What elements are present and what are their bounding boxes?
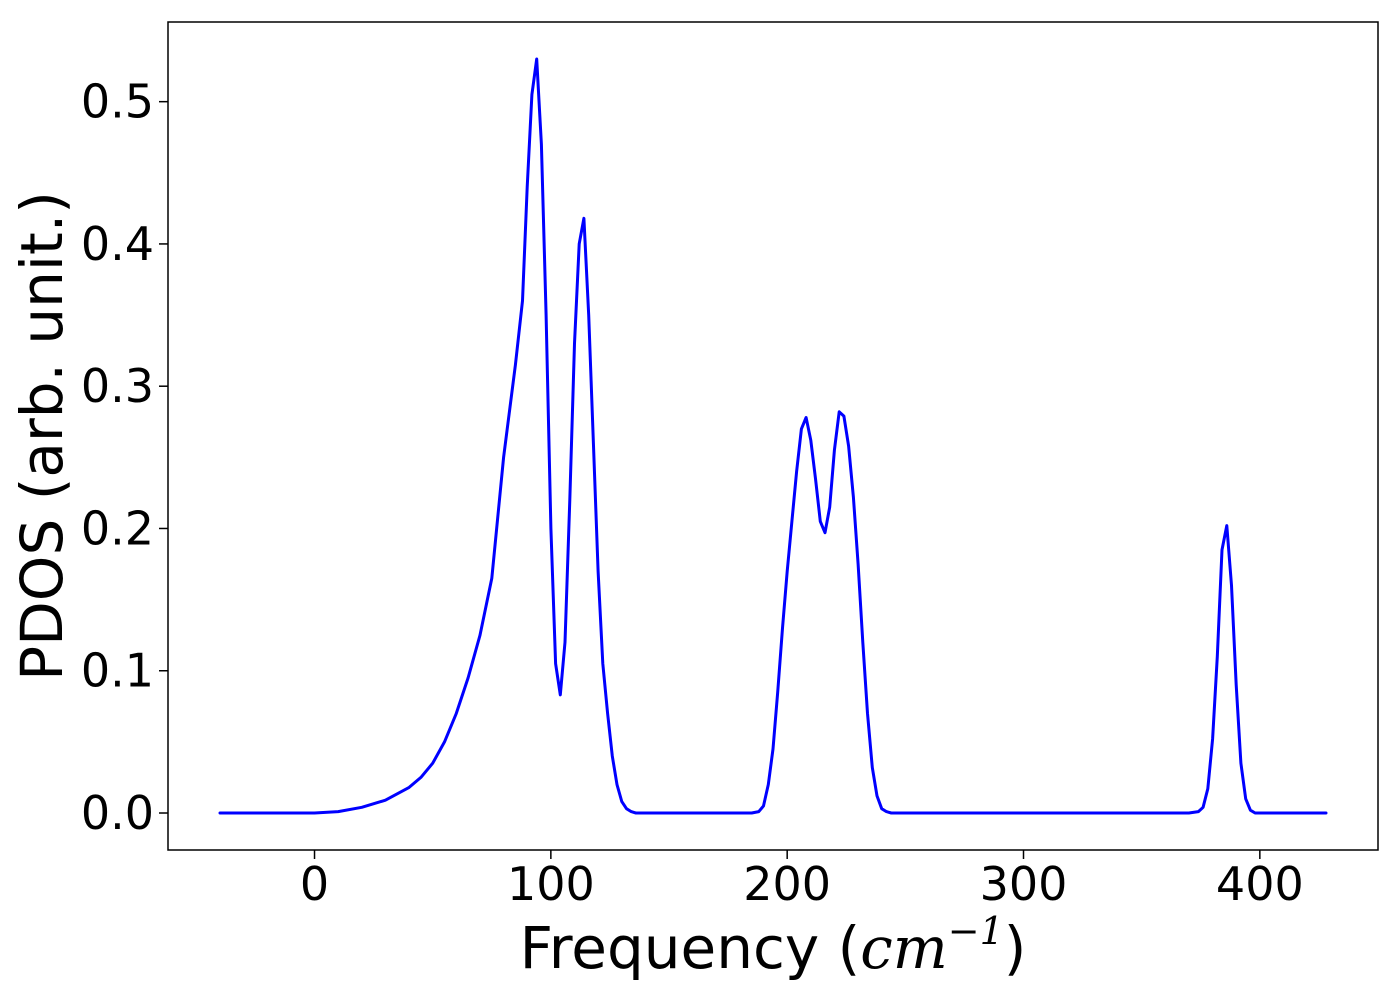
y-tick-label: 0.5 — [81, 75, 154, 129]
x-tick-label: 400 — [1216, 857, 1304, 911]
x-tick-label: 300 — [980, 857, 1068, 911]
y-tick-label: 0.4 — [81, 217, 154, 271]
y-tick-label: 0.2 — [81, 501, 154, 555]
x-axis-label-text: Frequency — [520, 914, 820, 982]
y-axis-label: PDOS (arb. unit.) — [8, 191, 76, 681]
series-layer — [218, 57, 1328, 815]
x-axis-unit-exponent: −1 — [948, 909, 1004, 953]
x-axis-label: Frequency (cm−1) — [520, 909, 1027, 982]
y-tick-label: 0.3 — [81, 359, 154, 413]
y-tick-label: 0.0 — [81, 786, 154, 840]
x-axis-ticks: 0 100 200 300 400 — [300, 850, 1304, 911]
x-axis-label-close: ) — [1004, 914, 1027, 982]
y-tick-label: 0.1 — [81, 644, 154, 698]
x-tick-label: 200 — [743, 857, 831, 911]
series-line-0 — [218, 57, 1328, 815]
y-axis-ticks: 0.0 0.1 0.2 0.3 0.4 0.5 — [81, 75, 168, 840]
x-tick-label: 100 — [507, 857, 595, 911]
plot-frame — [167, 21, 1379, 851]
x-axis-unit-base: cm — [860, 914, 947, 982]
x-tick-label: 0 — [300, 857, 329, 911]
